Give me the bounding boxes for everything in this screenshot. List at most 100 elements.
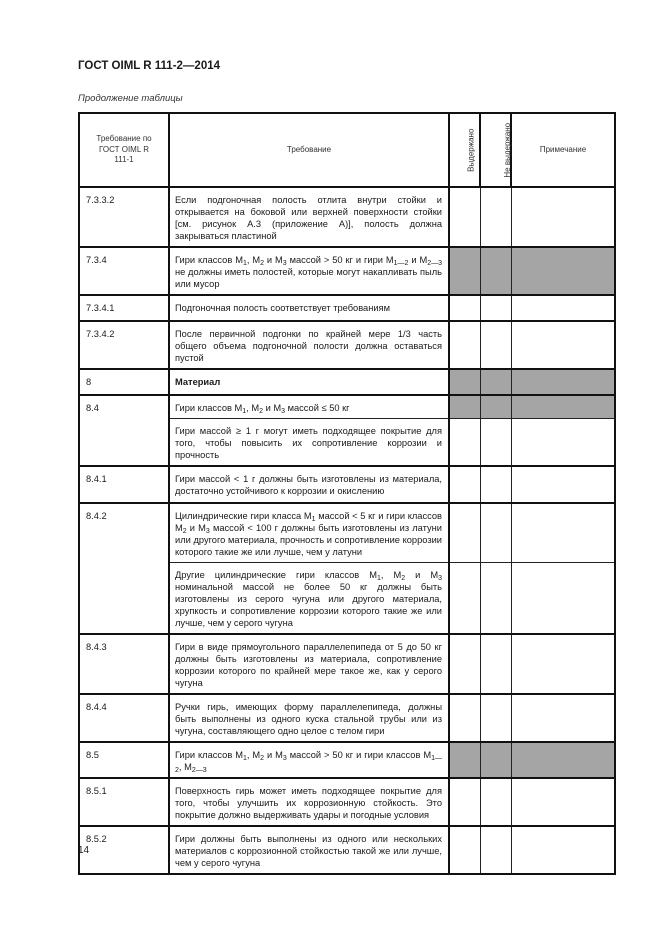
header-requirement: Требование: [168, 112, 450, 188]
requirement-text: Гири массой ≥ 1 г могут иметь подходящее…: [168, 418, 450, 467]
passed-check-cell: [448, 825, 481, 875]
passed-check-cell: [448, 186, 481, 248]
requirement-ref: 8.5: [78, 741, 170, 779]
header-failed: Не выдержано: [479, 112, 512, 188]
requirement-ref: 7.3.4.1: [78, 294, 170, 322]
note-cell: [510, 186, 616, 248]
text-segment: , M: [178, 762, 192, 772]
text-segment: Другие цилиндрические гири классов M: [175, 570, 377, 580]
subscript: 3: [205, 528, 210, 535]
failed-check-cell: [479, 633, 512, 695]
table-row: 8.5 Гири классов M1, M2 и M3 массой > 50 …: [78, 741, 616, 779]
document-title: ГОСТ OIML R 111-2—2014: [78, 60, 221, 72]
note-cell: [510, 294, 616, 322]
note-cell: [510, 777, 616, 827]
subscript: 2—3: [427, 260, 442, 267]
requirement-ref: 8.5.2: [78, 825, 170, 875]
passed-check-cell: [448, 320, 481, 370]
text-segment: и M: [408, 255, 428, 265]
requirement-text: Цилиндрические гири класса M1 массой < 5…: [168, 502, 450, 563]
table-row: 8.4 Гири классов M1, M2 и M3 массой ≤ 50 …: [78, 394, 616, 467]
requirement-text: Подгоночная полость соответствует требов…: [168, 294, 450, 322]
requirement-text: Гири в виде прямоугольного параллелепипе…: [168, 633, 450, 695]
subscript: 2: [182, 528, 187, 535]
passed-check-cell: [448, 394, 481, 419]
table-row: 7.3.3.2 Если подгоночная полость отлита в…: [78, 186, 616, 248]
text-segment: массой < 100 г должны быть изготовлены и…: [175, 523, 442, 557]
text-segment: номинальной массой не более 50 кг должны…: [175, 582, 442, 628]
table-row: 8.4.4 Ручки гирь, имеющих форму параллеле…: [78, 693, 616, 743]
passed-check-cell: [448, 741, 481, 779]
passed-check-cell: [448, 777, 481, 827]
text-segment: Гири массой < 1 г должны быть изготовлен…: [175, 474, 442, 496]
subscript: 2: [259, 408, 263, 415]
passed-check-cell: [448, 633, 481, 695]
note-cell: [510, 418, 616, 467]
subscript: 3: [282, 755, 287, 762]
text-segment: и M: [263, 403, 282, 413]
passed-check-cell: [448, 562, 481, 635]
subscript: 2: [260, 755, 265, 762]
table-caption: Продолжение таблицы: [78, 93, 183, 104]
passed-check-cell: [448, 418, 481, 467]
note-cell: [510, 246, 616, 296]
failed-check-cell: [479, 394, 512, 419]
failed-check-cell: [479, 741, 512, 779]
text-segment: Гири классов M: [175, 750, 243, 760]
subscript: 1—2: [175, 755, 442, 774]
failed-check-cell: [479, 502, 512, 563]
failed-check-cell: [479, 294, 512, 322]
header-note: Примечание: [510, 112, 616, 188]
requirement-ref: 8.4.1: [78, 465, 170, 504]
requirements-table: Требование по ГОСТ OIML R 111-1 Требован…: [78, 112, 616, 875]
subscript: 2—3: [191, 767, 207, 774]
failed-check-cell: [479, 320, 512, 370]
text-segment: и M: [405, 570, 439, 580]
note-cell: [510, 633, 616, 695]
text-segment: Подгоночная полость соответствует требов…: [175, 303, 390, 313]
text-segment: Материал: [175, 377, 221, 387]
text-segment: и M: [264, 255, 283, 265]
subscript: 2: [260, 260, 264, 267]
table-row: 8.4.2 Цилиндрические гири класса M1 массо…: [78, 502, 616, 635]
text-segment: , M: [246, 255, 261, 265]
note-cell: [510, 502, 616, 563]
text-segment: Цилиндрические гири класса M: [175, 511, 312, 521]
requirement-text: Поверхность гирь может иметь подходящее …: [168, 777, 450, 827]
note-cell: [510, 394, 616, 419]
page-number: 14: [78, 845, 90, 856]
passed-check-cell: [448, 502, 481, 563]
failed-check-cell: [479, 465, 512, 504]
table-row: 7.3.4 Гири классов M1, M2 и M3 массой > 5…: [78, 246, 616, 296]
text-segment: , M: [246, 403, 260, 413]
passed-check-cell: [448, 246, 481, 296]
note-cell: [510, 741, 616, 779]
requirement-ref: 8.4.4: [78, 693, 170, 743]
text-segment: массой < 5 кг и гири классов M: [175, 511, 442, 533]
requirement-ref: 8.4.3: [78, 633, 170, 695]
failed-check-cell: [479, 693, 512, 743]
passed-check-cell: [448, 368, 481, 396]
subscript: 1: [242, 755, 247, 762]
note-cell: [510, 693, 616, 743]
subscript: 3: [282, 260, 287, 267]
requirement-text: Если подгоночная полость отлита внутри с…: [168, 186, 450, 248]
subscript: 3: [281, 408, 286, 415]
text-segment: и M: [264, 750, 283, 760]
text-segment: не должны иметь полостей, которые могут …: [175, 267, 442, 289]
text-segment: Ручки гирь, имеющих форму параллелепипед…: [175, 702, 442, 736]
header-ref: Требование по ГОСТ OIML R 111-1: [78, 112, 170, 188]
requirement-text: Гири классов M1, M2 и M3 массой > 50 кг …: [168, 246, 450, 296]
table-row: 8.4.3 Гири в виде прямоугольного параллел…: [78, 633, 616, 695]
text-segment: Гири в виде прямоугольного параллелепипе…: [175, 642, 442, 688]
text-segment: Гири классов M: [175, 403, 243, 413]
requirement-text: После первичной подгонки по крайней мере…: [168, 320, 450, 370]
requirement-text: Другие цилиндрические гири классов M1, M…: [168, 562, 450, 635]
note-cell: [510, 320, 616, 370]
failed-check-cell: [479, 418, 512, 467]
header-passed: Выдержано: [448, 112, 481, 188]
table-row: 8.5.2 Гири должны быть выполнены из одног…: [78, 825, 616, 875]
table-header-row: Требование по ГОСТ OIML R 111-1 Требован…: [78, 112, 616, 188]
subscript: 3: [438, 575, 442, 582]
subscript: 1: [242, 260, 247, 267]
